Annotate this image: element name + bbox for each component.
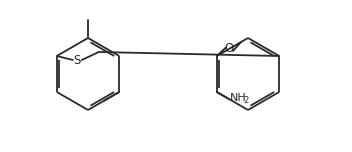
Text: O: O — [224, 43, 234, 55]
Text: NH: NH — [230, 93, 247, 103]
Text: S: S — [73, 54, 81, 67]
Text: 2: 2 — [243, 96, 248, 105]
